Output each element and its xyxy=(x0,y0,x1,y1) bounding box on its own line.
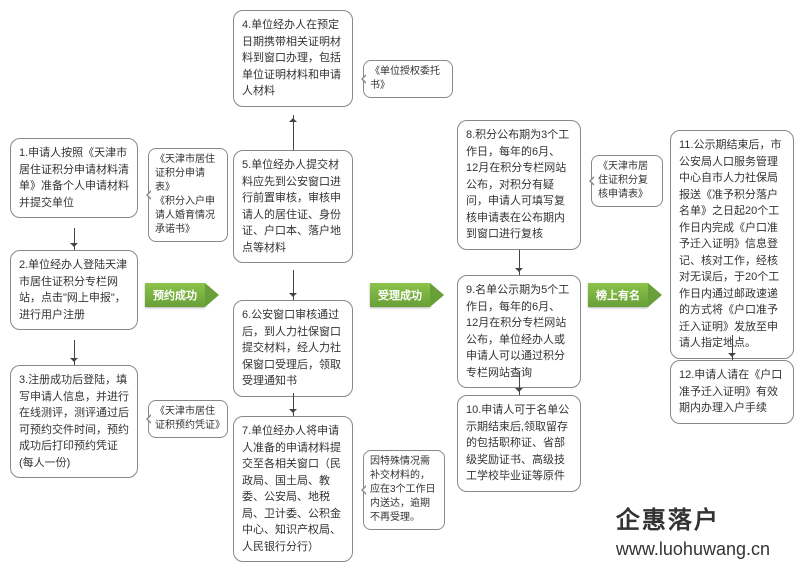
note-step4: 《单位授权委托书》 xyxy=(363,60,453,98)
connector xyxy=(293,393,294,416)
step-7: 7.单位经办人将申请人准备的申请材料提交至各相关窗口（民政局、国土局、教委、公安… xyxy=(233,416,353,562)
stage-label: 预约成功 xyxy=(145,283,205,307)
connector xyxy=(732,335,733,360)
connector xyxy=(74,228,75,250)
brand-title: 企惠落户 xyxy=(616,500,770,535)
note-step3: 《天津市居住证积预约凭证》 xyxy=(148,400,228,438)
connector xyxy=(293,115,294,150)
step-1: 1.申请人按照《天津市居住证积分申请材料清单》准备个人申请材料并提交单位 xyxy=(10,138,138,218)
stage-arrow-1: 预约成功 xyxy=(145,283,219,307)
step-11: 11.公示期结束后，市公安局人口服务管理中心自市人力社保局报送《准予积分落户名单… xyxy=(670,130,794,359)
stage-label: 受理成功 xyxy=(370,283,430,307)
step-6: 6.公安窗口审核通过后，到人力社保窗口提交材料，经人力社保窗口受理后，领取受理通… xyxy=(233,300,353,397)
connector xyxy=(293,270,294,300)
step-8: 8.积分公布期为3个工作日，每年的6月、12月在积分专栏网站公布，对积分有疑问，… xyxy=(457,120,581,250)
brand-block: 企惠落户 www.luohuwang.cn xyxy=(616,500,770,560)
stage-arrow-3: 榜上有名 xyxy=(588,283,662,307)
step-12: 12.申请人请在《户口准予迁入证明》有效期内办理入户手续 xyxy=(670,360,794,424)
step-10: 10.申请人可于名单公示期结束后,领取留存的包括职称证、省部级奖励证书、高级技工… xyxy=(457,395,581,492)
brand-url: www.luohuwang.cn xyxy=(616,539,770,560)
step-2: 2.单位经办人登陆天津市居住证积分专栏网站，点击"网上申报"，进行用户注册 xyxy=(10,250,138,330)
note-step1: 《天津市居住证积分申请表》 《积分入户申请人婚育情况承诺书》 xyxy=(148,148,228,242)
connector xyxy=(519,372,520,395)
step-3: 3.注册成功后登陆，填写申请人信息，并进行在线测评，测评通过后可预约交件时间，预… xyxy=(10,365,138,478)
stage-arrow-2: 受理成功 xyxy=(370,283,444,307)
note-step8: 《天津市居住证积分复核申请表》 xyxy=(591,155,663,207)
stage-label: 榜上有名 xyxy=(588,283,648,307)
connector xyxy=(519,250,520,275)
connector xyxy=(74,340,75,365)
step-4: 4.单位经办人在预定日期携带相关证明材料到窗口办理，包括单位证明材料和申请人材料 xyxy=(233,10,353,107)
step-5: 5.单位经办人提交材料应先到公安窗口进行前置审核，审核申请人的居住证、身份证、户… xyxy=(233,150,353,263)
note-step7: 因特殊情况需补交材料的，应在3个工作日内送达，逾期不再受理。 xyxy=(363,450,445,530)
